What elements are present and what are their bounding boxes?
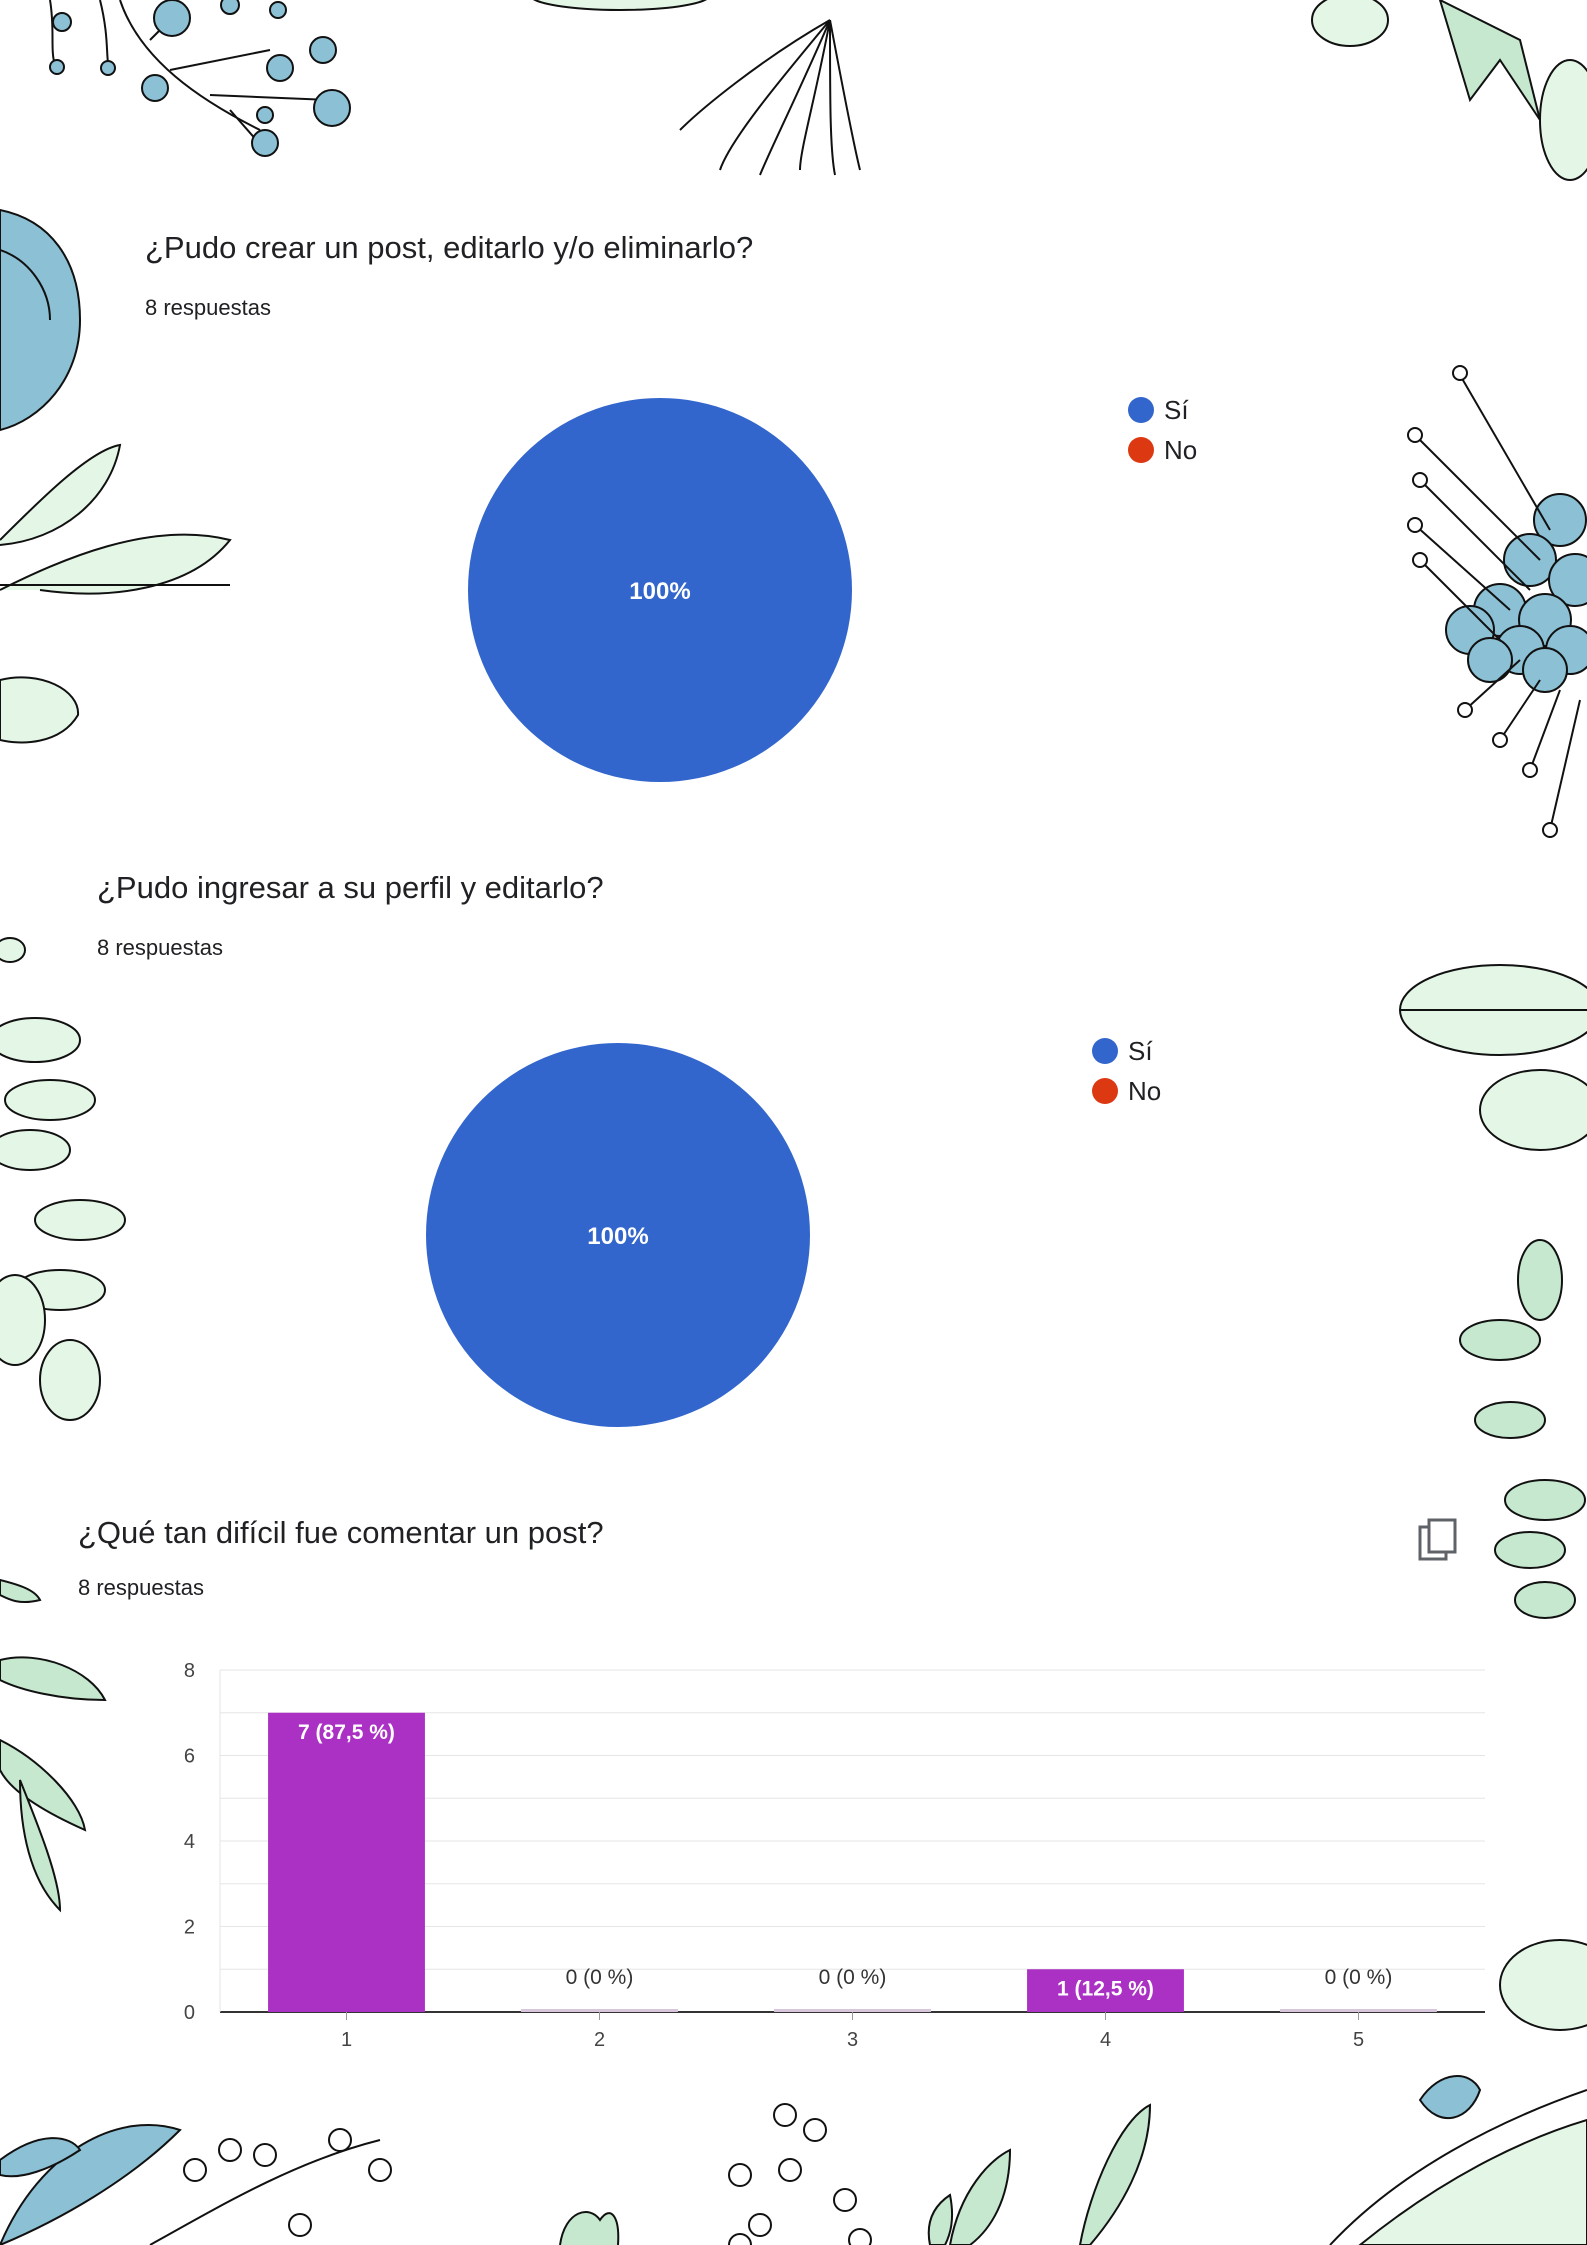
x-tick-label: 4 [1100,2029,1111,2051]
legend-item-no[interactable]: No [1092,1071,1161,1111]
legend-dot-si [1092,1038,1118,1064]
legend-label-si: Sí [1164,394,1189,425]
question-3-title: ¿Qué tan difícil fue comentar un post? [78,1515,604,1550]
bar-data-label: 0 (0 %) [566,1966,634,1989]
x-tick-label: 2 [594,2029,605,2051]
x-tick-label: 3 [847,2029,858,2051]
y-tick-label: 4 [184,1831,195,1853]
bar-2[interactable] [521,2009,678,2012]
copy-chart-button[interactable] [1416,1517,1460,1565]
bar-1[interactable] [268,1712,425,2012]
bar-3[interactable] [774,2009,931,2012]
bar-data-label: 1 (12,5 %) [1057,1977,1154,2000]
legend-item-si[interactable]: Sí [1092,1031,1161,1071]
bar-4[interactable] [1027,1969,1184,2012]
pie-1-legend: Sí No [1128,390,1197,470]
question-1-title: ¿Pudo crear un post, editarlo y/o elimin… [145,230,754,265]
y-tick-label: 2 [184,1917,195,1939]
question-2-title: ¿Pudo ingresar a su perfil y editarlo? [97,870,604,905]
legend-label-si: Sí [1128,1035,1153,1066]
pie-slice-label: 100% [629,578,690,605]
bar-data-label: 0 (0 %) [1325,1966,1393,1989]
bar-chart-3: 0 2 4 6 8 1 7 (87,5 %) 2 0 (0 %) 3 0 (0 %) 4 1 (12,5… [184,1660,1485,2051]
x-tick-label: 5 [1353,2029,1364,2051]
question-1-response-count: 8 respuestas [145,295,271,320]
bar-data-label: 0 (0 %) [819,1966,887,1989]
x-tick-label: 1 [341,2029,352,2051]
bar-data-label: 7 (87,5 %) [298,1721,395,1744]
legend-dot-no [1092,1078,1118,1104]
legend-label-no: No [1164,434,1198,465]
bar-5[interactable] [1280,2009,1437,2012]
y-tick-label: 8 [184,1660,195,1682]
question-2-response-count: 8 respuestas [97,935,223,960]
pie-chart-2: 100% [426,1043,810,1427]
legend-item-si[interactable]: Sí [1128,390,1197,430]
pie-slice-label: 100% [587,1223,648,1250]
pie-slice-0[interactable] [426,1043,810,1427]
y-tick-label: 6 [184,1746,195,1768]
legend-label-no: No [1128,1075,1162,1106]
y-tick-label: 0 [184,2002,195,2024]
pie-2-legend: Sí No [1092,1031,1161,1111]
legend-item-no[interactable]: No [1128,430,1197,470]
legend-dot-no [1128,437,1154,463]
legend-dot-si [1128,397,1154,423]
pie-chart-1: 100% [468,398,852,782]
pie-slice-0[interactable] [468,398,852,782]
question-3-response-count: 8 respuestas [78,1575,204,1600]
copy-icon [1418,1518,1457,1561]
